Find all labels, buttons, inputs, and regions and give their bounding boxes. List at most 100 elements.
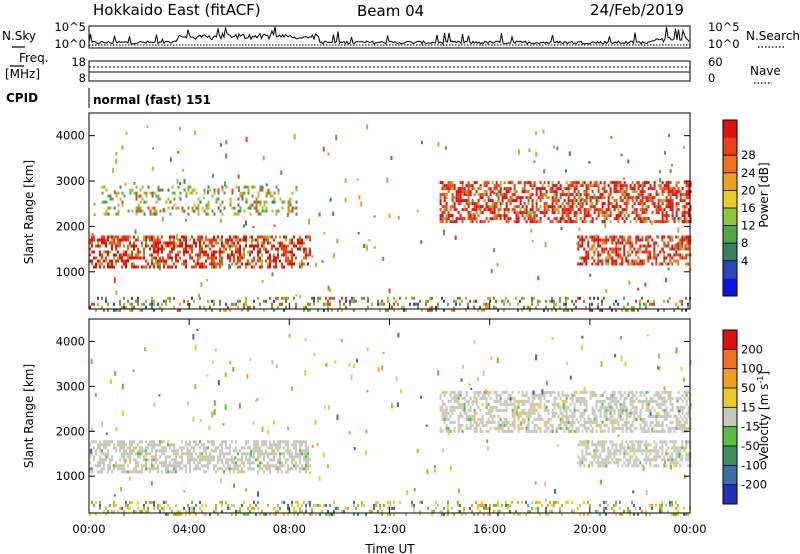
power-cell (603, 241, 606, 245)
velocity-cell (487, 402, 490, 406)
velocity-cell (669, 440, 672, 444)
power-cell (641, 205, 644, 209)
power-cell (619, 247, 622, 251)
velocity-cell (273, 506, 275, 510)
power-cell (121, 191, 124, 195)
power-cell (583, 214, 586, 218)
power-cell (157, 244, 159, 248)
velocity-cell (621, 393, 624, 397)
velocity-cell (107, 440, 109, 444)
velocity-cell (251, 506, 253, 510)
power-cell (593, 241, 596, 245)
velocity-cell (653, 393, 656, 397)
power-cell (669, 196, 672, 200)
power-cell (131, 188, 134, 192)
velocity-cell (671, 405, 674, 409)
velocity-cell (499, 408, 502, 412)
velocity-cell (617, 423, 620, 427)
power-cell (565, 208, 568, 212)
power-cell (563, 187, 566, 191)
power-cell (453, 184, 456, 188)
power-cell (583, 211, 586, 215)
power-cell (127, 238, 129, 242)
velocity-cell (121, 440, 123, 444)
velocity-cell (581, 414, 584, 418)
power-cell (224, 181, 227, 187)
power-cell (577, 190, 580, 194)
velocity-cell (601, 402, 604, 406)
velocity-cell (487, 393, 490, 397)
power-cell (425, 299, 427, 303)
velocity-cell (639, 408, 642, 412)
velocity-cell (619, 408, 622, 412)
power-cell (125, 250, 127, 254)
velocity-cell (99, 464, 101, 468)
power-cell (673, 308, 675, 312)
power-cell (639, 238, 642, 242)
velocity-cell (613, 455, 616, 459)
power-cell (615, 184, 618, 188)
power-cell (523, 217, 526, 221)
power-cell (585, 214, 588, 218)
velocity-cell (167, 503, 169, 507)
velocity-cell (467, 408, 470, 412)
power-cell (289, 259, 291, 263)
power-cell (567, 190, 570, 194)
velocity-cell (495, 399, 498, 403)
power-cell (521, 308, 523, 312)
power-cell (645, 211, 648, 215)
power-cell (557, 211, 560, 215)
velocity-cell (107, 509, 109, 513)
power-cell (155, 200, 158, 204)
power-cell (635, 262, 638, 266)
power-cell (553, 217, 556, 221)
velocity-cell (551, 390, 554, 394)
power-cell (179, 308, 181, 312)
velocity-cell (543, 402, 546, 406)
velocity-cell (207, 458, 209, 462)
velocity-cell (487, 417, 490, 421)
power-cell (237, 247, 239, 251)
velocity-cell (177, 461, 179, 465)
power-cell (137, 265, 139, 269)
velocity-cell (99, 455, 101, 459)
power-cell (257, 200, 260, 204)
power-cell (533, 160, 536, 163)
velocity-cell (211, 458, 213, 462)
power-cell (599, 181, 602, 185)
velocity-cell (497, 426, 500, 430)
power-cell (233, 302, 235, 306)
velocity-cell (505, 390, 508, 394)
velocity-cell (599, 455, 602, 459)
power-cell (149, 209, 152, 213)
velocity-cell (611, 414, 614, 418)
velocity-cell (651, 420, 654, 424)
power-cell (493, 211, 496, 215)
velocity-cell (563, 429, 566, 433)
velocity-cell (625, 440, 628, 444)
velocity-cell (199, 452, 201, 456)
velocity-cell (457, 423, 460, 427)
power-cell (467, 181, 470, 185)
power-cell (491, 217, 494, 221)
power-cell (495, 181, 498, 185)
power-cell (175, 265, 177, 269)
velocity-cell (95, 500, 97, 504)
power-cell (145, 240, 148, 245)
power-cell (145, 244, 147, 248)
velocity-cell (677, 420, 680, 424)
velocity-cell (163, 509, 165, 513)
nsky-tick-top: 10^5 (54, 20, 86, 34)
power-cell (305, 256, 307, 260)
power-cell (397, 302, 399, 306)
velocity-cell (237, 509, 239, 513)
power-cell (537, 302, 539, 306)
power-cell (639, 299, 641, 303)
power-cell (411, 296, 413, 300)
power-cell (653, 250, 656, 254)
velocity-cell (165, 464, 167, 468)
velocity-cell (207, 446, 209, 450)
power-cell (665, 277, 668, 283)
velocity-cell (249, 455, 251, 459)
power-cell (161, 302, 163, 306)
